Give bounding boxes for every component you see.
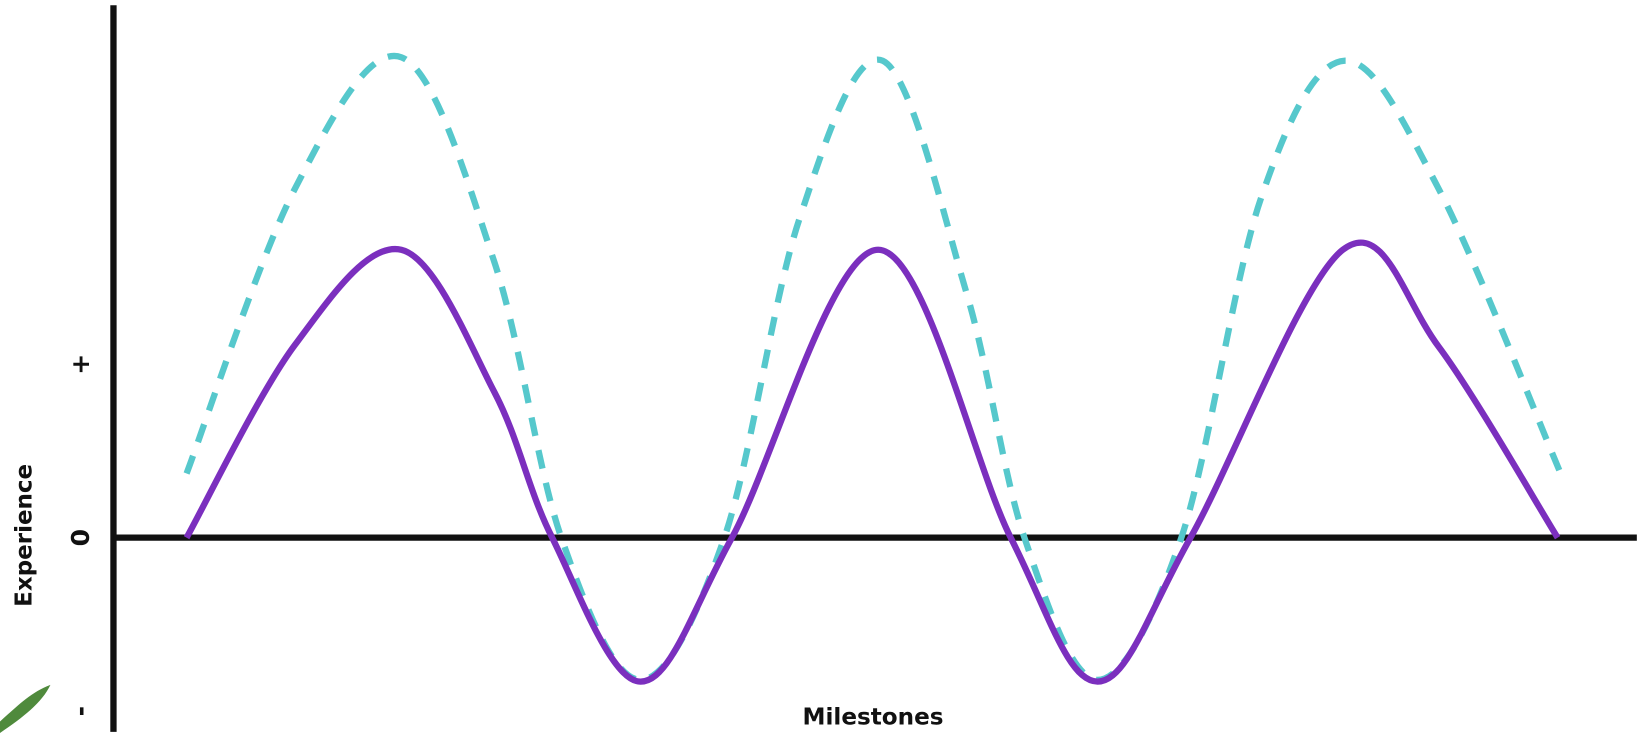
solid-line <box>187 243 1558 682</box>
plot-area: Experience Milestones +0 - <box>0 5 1637 733</box>
leaf-decoration <box>0 685 50 733</box>
dashed-line <box>187 56 1561 680</box>
y-tick-label: - <box>66 706 95 716</box>
chart: Experience Milestones +0 - <box>0 0 1639 733</box>
y-tick-label: + <box>66 354 95 375</box>
y-tick-label: 0 <box>66 529 95 546</box>
y-axis-label: Experience <box>11 464 37 607</box>
x-axis-label: Milestones <box>803 705 944 731</box>
page: {"chart_data": { "type": "line", "x_labe… <box>0 0 1639 733</box>
